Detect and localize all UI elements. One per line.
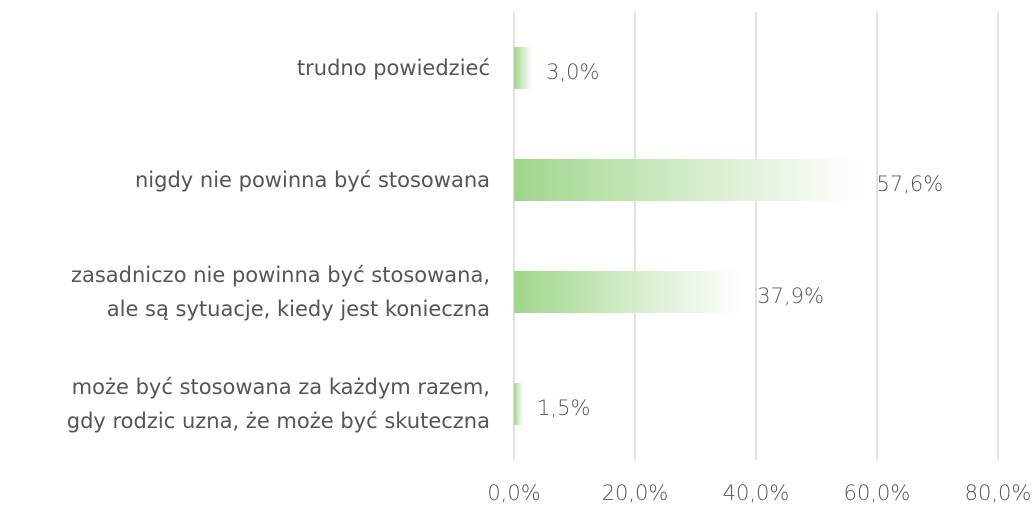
category-label: trudno powiedzieć <box>296 56 490 80</box>
bar <box>514 271 744 313</box>
bar <box>514 383 524 425</box>
category-label: zasadniczo nie powinna być stosowana, al… <box>70 263 490 321</box>
category-label: nigdy nie powinna być stosowana <box>134 168 490 192</box>
bar <box>514 159 863 201</box>
x-tick-label: 40,0% <box>723 481 790 505</box>
value-label: 37,9% <box>757 284 824 308</box>
x-tick-label: 80,0% <box>965 481 1032 505</box>
x-tick-label: 60,0% <box>844 481 911 505</box>
category-label: może być stosowana za każdym razem, gdy … <box>66 375 490 433</box>
x-tick-label: 0,0% <box>487 481 540 505</box>
value-label: 3,0% <box>546 60 599 84</box>
value-label: 1,5% <box>537 396 590 420</box>
value-label: 57,6% <box>876 172 943 196</box>
bar <box>514 47 533 89</box>
x-tick-label: 20,0% <box>602 481 669 505</box>
